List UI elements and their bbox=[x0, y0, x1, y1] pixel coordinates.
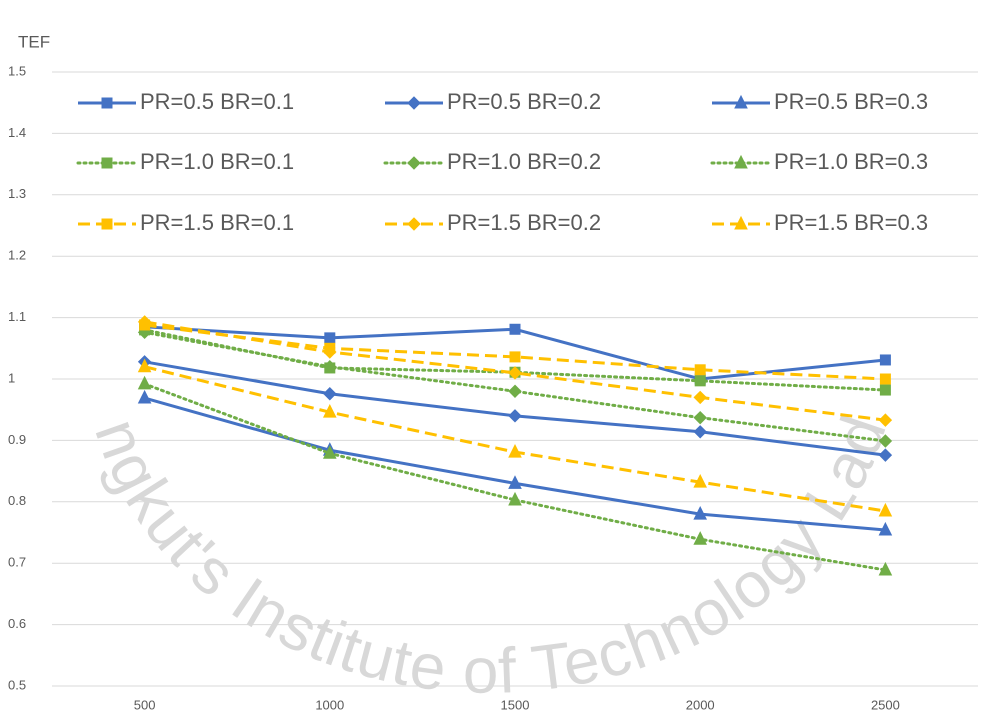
marker bbox=[101, 218, 113, 230]
x-tick-label: 2000 bbox=[686, 697, 715, 712]
marker bbox=[734, 94, 748, 109]
marker bbox=[322, 404, 337, 418]
legend-item: PR=1.5 BR=0.3 bbox=[712, 210, 928, 235]
legend-item: PR=0.5 BR=0.1 bbox=[78, 89, 294, 114]
series-line bbox=[144, 320, 886, 422]
marker bbox=[508, 384, 522, 398]
legend-label: PR=0.5 BR=0.1 bbox=[140, 89, 294, 114]
legend-item: PR=0.5 BR=0.2 bbox=[385, 89, 601, 114]
series bbox=[137, 325, 893, 448]
marker bbox=[693, 425, 707, 439]
marker bbox=[407, 96, 421, 110]
marker bbox=[323, 345, 337, 359]
y-tick-label: 1.1 bbox=[8, 309, 26, 324]
marker bbox=[323, 360, 337, 374]
y-tick-label: 0.6 bbox=[8, 616, 26, 631]
marker bbox=[101, 157, 113, 169]
y-axis-label: TEF bbox=[18, 32, 50, 51]
y-tick-label: 0.8 bbox=[8, 493, 26, 508]
marker bbox=[407, 156, 421, 170]
legend-item: PR=0.5 BR=0.3 bbox=[712, 89, 928, 114]
marker bbox=[509, 351, 521, 363]
marker bbox=[508, 475, 522, 489]
legend-label: PR=1.5 BR=0.3 bbox=[774, 210, 928, 235]
marker bbox=[693, 505, 708, 520]
x-tick-label: 1500 bbox=[501, 697, 530, 712]
y-tick-label: 0.5 bbox=[8, 677, 26, 692]
y-tick-label: 1.5 bbox=[8, 63, 26, 78]
marker bbox=[878, 448, 893, 462]
marker bbox=[101, 97, 113, 109]
marker bbox=[508, 491, 522, 506]
marker bbox=[693, 390, 707, 405]
marker bbox=[694, 375, 706, 387]
marker bbox=[734, 154, 748, 169]
marker bbox=[878, 561, 893, 576]
marker bbox=[878, 521, 893, 536]
series bbox=[137, 315, 893, 427]
marker bbox=[323, 387, 337, 401]
marker bbox=[878, 413, 893, 427]
marker bbox=[407, 217, 421, 231]
marker bbox=[879, 384, 891, 396]
legend-item: PR=1.5 BR=0.1 bbox=[78, 210, 294, 235]
marker bbox=[137, 375, 152, 390]
marker bbox=[137, 358, 152, 373]
x-tick-label: 1000 bbox=[315, 697, 344, 712]
legend-label: PR=1.5 BR=0.2 bbox=[447, 210, 601, 235]
marker bbox=[879, 373, 891, 385]
marker bbox=[508, 409, 522, 423]
legend-item: PR=1.5 BR=0.2 bbox=[385, 210, 601, 235]
marker bbox=[508, 443, 522, 458]
marker bbox=[509, 323, 521, 335]
series-line bbox=[144, 323, 886, 381]
marker bbox=[878, 502, 893, 517]
legend-label: PR=0.5 BR=0.3 bbox=[774, 89, 928, 114]
x-tick-label: 2500 bbox=[871, 697, 900, 712]
y-tick-label: 0.7 bbox=[8, 555, 26, 570]
marker bbox=[879, 354, 891, 366]
marker bbox=[508, 366, 522, 380]
marker bbox=[694, 364, 706, 376]
marker bbox=[693, 474, 708, 488]
legend-item: PR=1.0 BR=0.2 bbox=[383, 149, 601, 174]
y-tick-label: 1.4 bbox=[8, 125, 26, 140]
series bbox=[137, 358, 893, 517]
legend-label: PR=1.0 BR=0.2 bbox=[447, 149, 601, 174]
marker bbox=[137, 389, 152, 404]
series bbox=[137, 375, 893, 576]
marker bbox=[693, 531, 708, 545]
y-tick-label: 0.9 bbox=[8, 432, 26, 447]
marker bbox=[734, 215, 748, 230]
marker bbox=[878, 434, 893, 448]
marker bbox=[322, 445, 337, 459]
marker bbox=[137, 315, 152, 329]
legend-label: PR=1.0 BR=0.1 bbox=[140, 149, 294, 174]
legend-label: PR=1.5 BR=0.1 bbox=[140, 210, 294, 235]
marker bbox=[324, 332, 336, 344]
legend-item: PR=1.0 BR=0.3 bbox=[710, 149, 928, 174]
marker bbox=[693, 410, 707, 425]
legend-label: PR=0.5 BR=0.2 bbox=[447, 89, 601, 114]
x-tick-label: 500 bbox=[134, 697, 156, 712]
y-tick-label: 1.2 bbox=[8, 248, 26, 263]
legend-label: PR=1.0 BR=0.3 bbox=[774, 149, 928, 174]
y-tick-label: 1 bbox=[8, 370, 15, 385]
y-tick-label: 1.3 bbox=[8, 186, 26, 201]
legend-item: PR=1.0 BR=0.1 bbox=[76, 149, 294, 174]
